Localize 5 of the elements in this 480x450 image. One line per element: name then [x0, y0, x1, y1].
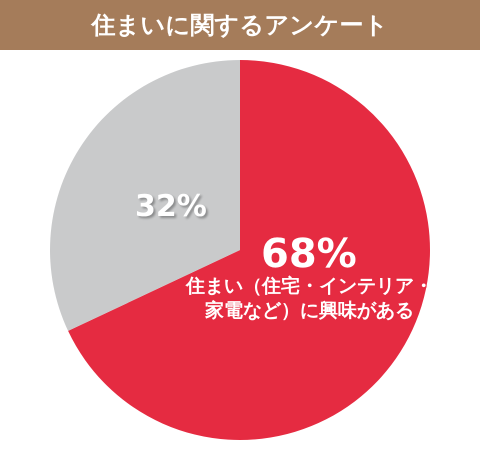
chart-title: 住まいに関するアンケート — [0, 0, 480, 50]
data-label: 32% — [135, 189, 207, 224]
slice-label: 住まい（住宅・インテリア・家電など）に興味がある — [185, 275, 433, 322]
data-label: 68% — [261, 231, 357, 277]
pie-slice — [68, 60, 430, 440]
